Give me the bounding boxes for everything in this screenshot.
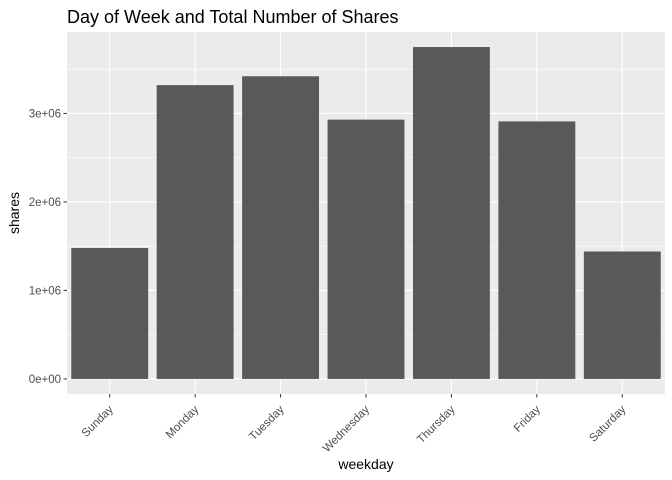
y-axis-title: shares — [6, 192, 22, 234]
bar — [498, 121, 576, 379]
bar — [71, 247, 149, 379]
bar — [412, 47, 490, 379]
bar — [327, 119, 405, 379]
chart-title: Day of Week and Total Number of Shares — [67, 7, 399, 27]
x-tick-label: Thursday — [415, 403, 458, 446]
bar — [156, 85, 234, 379]
bar — [242, 76, 320, 379]
bars — [71, 47, 661, 379]
x-tick-label: Sunday — [80, 403, 116, 439]
y-tick-label: 0e+00 — [29, 374, 61, 386]
x-axis-title: weekday — [337, 456, 393, 472]
y-tick-label: 3e+06 — [29, 108, 61, 120]
y-axis-ticks: 0e+00 1e+06 2e+06 3e+06 — [29, 108, 67, 386]
y-tick-label: 2e+06 — [29, 197, 61, 209]
x-tick-label: Saturday — [587, 403, 628, 444]
x-tick-label: Friday — [512, 403, 543, 434]
x-axis-ticks: Sunday Monday Tuesday Wednesday Thursday Frid… — [80, 394, 629, 455]
x-tick-label: Monday — [164, 403, 202, 441]
bar — [583, 251, 661, 379]
y-tick-label: 1e+06 — [29, 285, 61, 297]
x-tick-label: Tuesday — [247, 403, 287, 443]
x-tick-label: Wednesday — [321, 403, 372, 454]
